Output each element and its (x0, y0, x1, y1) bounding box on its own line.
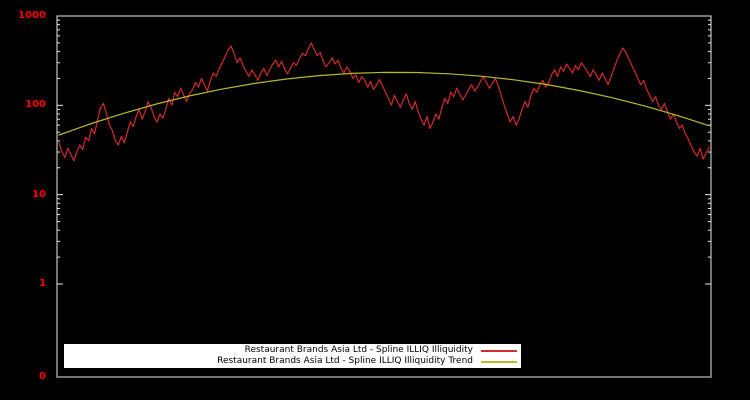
legend-item-illiquidity: Restaurant Brands Asia Ltd - Spline ILLI… (68, 345, 517, 356)
plot-border (56, 15, 712, 378)
legend-label-trend: Restaurant Brands Asia Ltd - Spline ILLI… (217, 356, 473, 366)
chart-legend: Restaurant Brands Asia Ltd - Spline ILLI… (64, 344, 521, 368)
illiquidity-series-line (58, 42, 710, 162)
legend-line-sample-yellow (481, 360, 517, 363)
legend-item-trend: Restaurant Brands Asia Ltd - Spline ILLI… (68, 356, 517, 367)
legend-line-sample-red (481, 349, 517, 352)
illiquidity-trend-line (58, 71, 710, 136)
legend-label-illiquidity: Restaurant Brands Asia Ltd - Spline ILLI… (244, 345, 473, 355)
